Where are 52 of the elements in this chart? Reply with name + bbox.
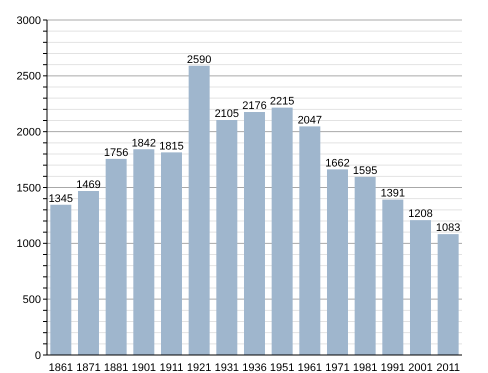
y-tick-label: 2500: [16, 70, 41, 83]
bar: [326, 169, 348, 355]
bar: [160, 152, 182, 355]
x-tick-label: 2001: [408, 362, 433, 373]
x-tick-label: 1871: [76, 362, 101, 373]
bar: [272, 108, 293, 355]
data-label: 1345: [48, 192, 74, 205]
data-label: 1083: [436, 222, 460, 234]
bar: [438, 234, 459, 355]
bar: [299, 126, 320, 355]
bar: [188, 66, 210, 355]
y-tick-label: 0: [34, 350, 41, 362]
data-label: 1662: [325, 157, 350, 170]
y-tick-label: 2000: [16, 126, 41, 139]
x-tick-label: 1911: [160, 362, 184, 373]
x-tick-label: 1951: [270, 362, 294, 373]
bar: [410, 220, 431, 355]
x-tick-label: 2011: [436, 362, 460, 373]
bar: [216, 120, 238, 355]
data-label: 2215: [270, 96, 294, 108]
data-label: 1469: [76, 178, 101, 191]
bar: [354, 176, 376, 355]
data-label: 1842: [132, 137, 156, 150]
y-tick-label: 1500: [16, 182, 41, 194]
y-tick-label: 500: [22, 294, 41, 306]
x-tick-label: 1936: [242, 362, 267, 373]
y-tick-label: 3000: [16, 14, 41, 27]
data-label: 2590: [186, 54, 212, 66]
x-tick-label: 1901: [132, 362, 156, 373]
bar: [106, 158, 127, 355]
x-tick-label: 1881: [104, 362, 128, 373]
data-label: 1595: [352, 164, 378, 177]
data-label: 2105: [214, 108, 240, 120]
data-label: 2047: [298, 114, 322, 126]
bar: [78, 190, 99, 355]
bar: [382, 200, 404, 355]
x-tick-label: 1971: [325, 362, 350, 373]
data-label: 1815: [159, 140, 184, 152]
data-label: 2176: [242, 100, 267, 112]
x-tick-label: 1931: [214, 362, 240, 373]
x-tick-label: 1991: [380, 362, 406, 373]
data-label: 1391: [380, 188, 406, 200]
y-tick-label: 1000: [16, 238, 41, 250]
x-tick-label: 1921: [186, 362, 212, 373]
x-tick-label: 1981: [352, 362, 378, 373]
bar: [50, 204, 72, 355]
bar: [244, 112, 265, 355]
x-tick-label: 1861: [48, 362, 74, 373]
data-label: 1756: [104, 146, 128, 159]
data-label: 1208: [408, 208, 433, 220]
bar: [133, 149, 154, 355]
x-tick-label: 1961: [298, 362, 322, 373]
